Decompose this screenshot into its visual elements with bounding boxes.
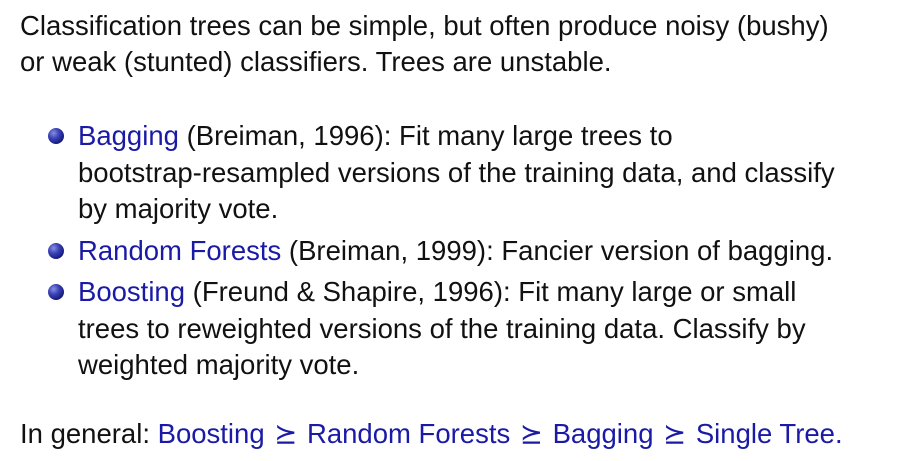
intro-line: Classification trees can be simple, but … bbox=[20, 10, 829, 41]
bullet-line: Boosting (Freund & Shapire, 1996): Fit m… bbox=[78, 274, 924, 311]
bullet-line: bootstrap-resampled versions of the trai… bbox=[78, 156, 835, 188]
ranking-item: Bagging bbox=[552, 418, 654, 449]
succeeds-symbol: ⪰ bbox=[663, 418, 687, 449]
method-term: Bagging bbox=[78, 120, 179, 151]
intro-line: or weak (stunted) classifiers. Trees are… bbox=[20, 46, 612, 77]
list-item-random-forests: Random Forests (Breiman, 1999): Fancier … bbox=[0, 233, 924, 270]
bullet-line: trees to reweighted versions of the trai… bbox=[78, 312, 806, 344]
ranking-item: Single Tree. bbox=[695, 418, 843, 449]
succeeds-symbol: ⪰ bbox=[519, 418, 543, 449]
method-list: Bagging (Breiman, 1996): Fit many large … bbox=[0, 118, 924, 389]
intro-paragraph: Classification trees can be simple, but … bbox=[20, 8, 920, 80]
succeeds-symbol: ⪰ bbox=[274, 418, 298, 449]
bullet-text: (Breiman, 1999): Fancier version of bagg… bbox=[281, 234, 834, 266]
bullet-text: (Freund & Shapire, 1996): Fit many large… bbox=[185, 276, 797, 307]
method-term: Random Forests bbox=[78, 234, 282, 266]
list-item-bagging: Bagging (Breiman, 1996): Fit many large … bbox=[0, 118, 924, 228]
conclusion-prefix: In general: bbox=[20, 418, 158, 449]
conclusion: In general: Boosting ⪰ Random Forests ⪰ … bbox=[20, 416, 843, 452]
ranking-item: Boosting bbox=[157, 418, 265, 449]
bullet-text: (Breiman, 1996): Fit many large trees to bbox=[178, 120, 673, 151]
bullet-icon bbox=[48, 128, 64, 144]
bullet-line: by majority vote. bbox=[78, 193, 279, 224]
bullet-icon bbox=[48, 284, 64, 300]
bullet-line: Random Forests (Breiman, 1999): Fancier … bbox=[78, 233, 924, 270]
ranking-item: Random Forests bbox=[306, 418, 511, 449]
list-item-boosting: Boosting (Freund & Shapire, 1996): Fit m… bbox=[0, 274, 924, 384]
method-term: Boosting bbox=[78, 276, 186, 307]
bullet-line: weighted majority vote. bbox=[78, 349, 360, 380]
bullet-line: Bagging (Breiman, 1996): Fit many large … bbox=[78, 118, 924, 155]
bullet-icon bbox=[48, 242, 64, 259]
